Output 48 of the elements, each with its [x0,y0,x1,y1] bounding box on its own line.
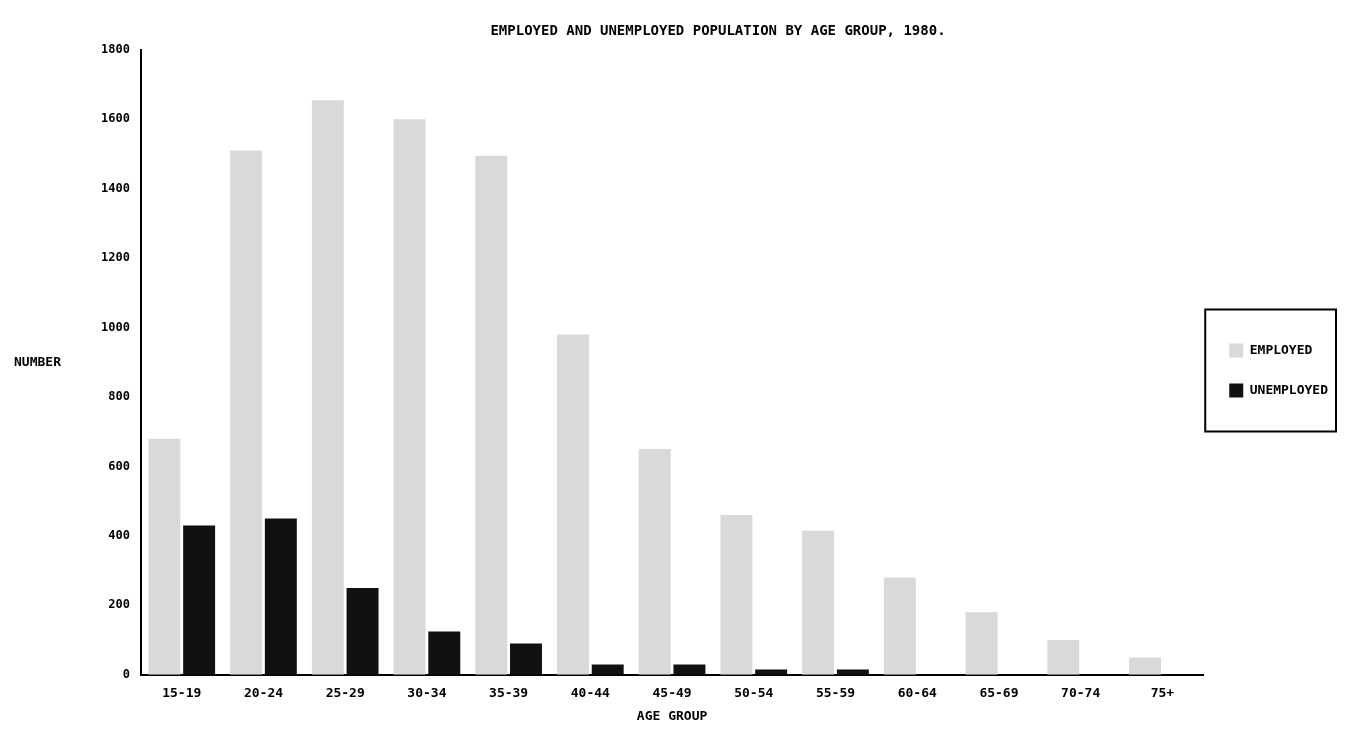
y-tick-label: 800 [108,389,130,404]
x-tick-label: 55-59 [815,684,856,700]
x-axis-title: AGE GROUP [636,707,708,723]
x-tick-label: 30-34 [407,684,447,700]
bar [802,530,835,675]
bar [591,664,624,675]
legend-label: EMPLOYED [1249,341,1313,357]
bar [638,449,671,675]
bar [720,515,753,675]
y-tick-label: 1800 [100,41,130,56]
y-tick-label: 400 [108,528,130,543]
x-tick-label: 45-49 [652,684,692,700]
bar [1129,657,1161,675]
y-tick-label: 600 [108,458,130,473]
x-tick-label: 75+ [1150,684,1175,700]
x-tick-label: 50-54 [734,684,774,700]
y-tick-label: 1400 [100,180,130,195]
bar [183,525,216,675]
x-tick-label: 15-19 [162,684,202,700]
bar [428,631,461,675]
bar [393,119,426,675]
x-tick-label: 35-39 [489,684,529,700]
bar [965,612,998,675]
bar [1047,640,1080,675]
y-tick-label: 200 [108,597,130,612]
bar [673,664,706,675]
chart-title: EMPLOYED AND UNEMPLOYED POPULATION BY AGE GROUP, 1980. [490,22,946,39]
x-tick-label: 40-44 [570,684,611,700]
bar [311,100,344,675]
y-tick-label: 0 [122,666,130,681]
bar [510,643,542,675]
y-axis-title: NUMBER [14,353,62,369]
bar [148,438,181,675]
bar [883,577,916,675]
x-tick-label: 25-29 [325,684,365,700]
x-tick-label: 20-24 [243,684,284,700]
bar [557,334,589,675]
bar [346,587,379,675]
bar [230,150,263,675]
y-tick-label: 1000 [100,319,130,334]
x-tick-label: 65-69 [979,684,1019,700]
legend-label: UNEMPLOYED [1249,381,1329,397]
bar [475,155,508,675]
x-tick-label: 60-64 [897,684,937,700]
x-tick-label: 70-74 [1061,684,1101,700]
bar [264,518,297,675]
y-tick-label: 1600 [100,111,130,126]
y-tick-label: 1200 [100,250,130,265]
